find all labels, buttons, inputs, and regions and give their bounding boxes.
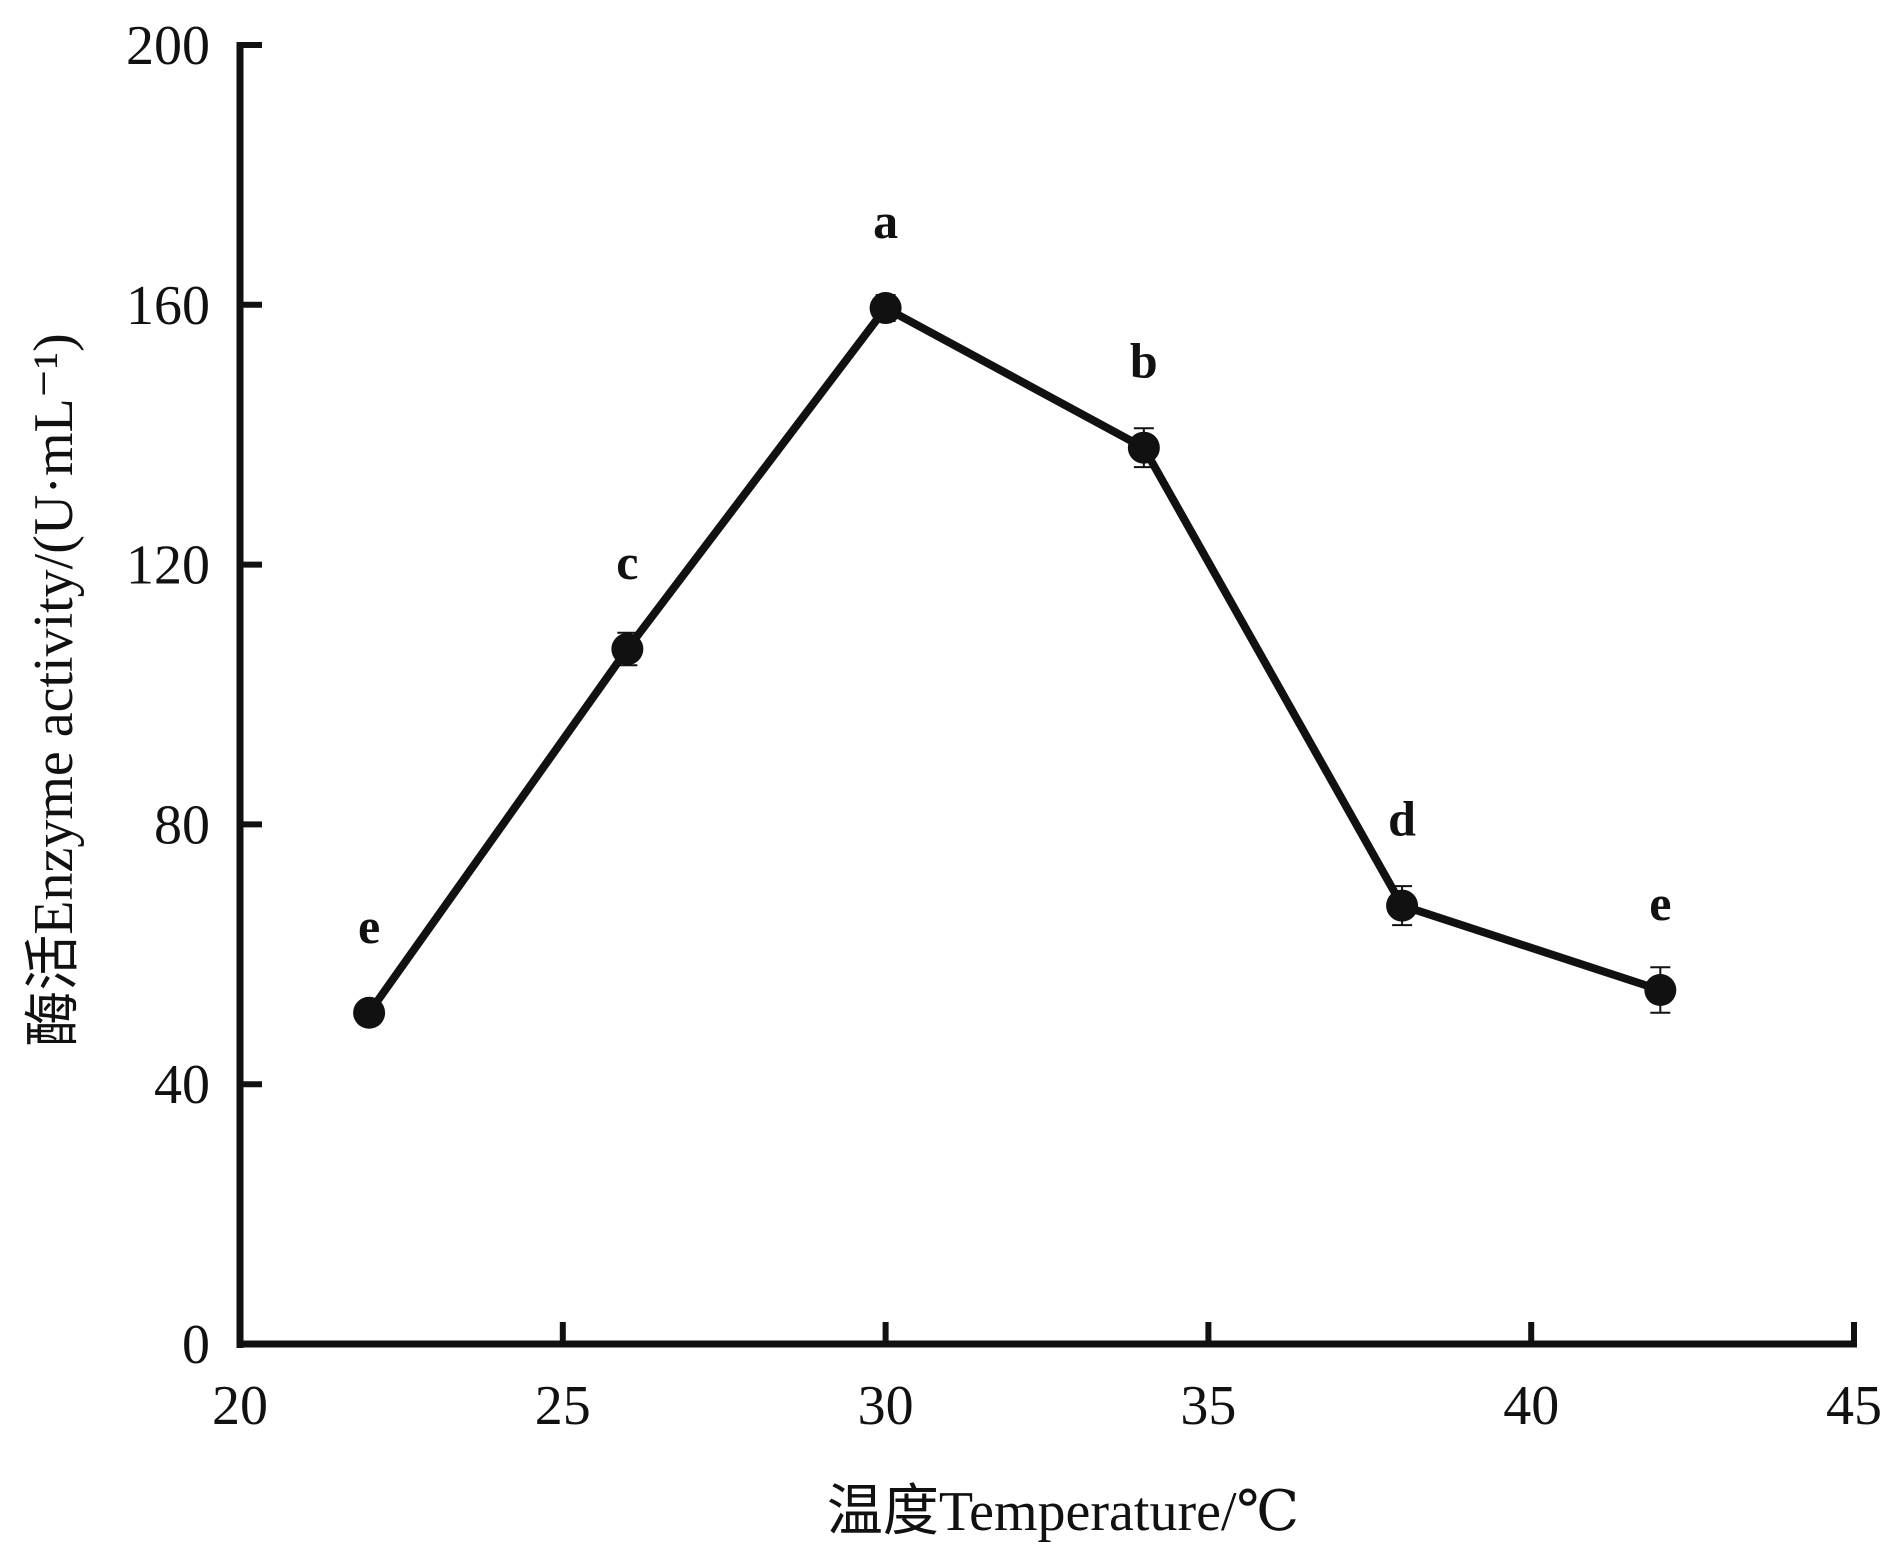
data-point bbox=[1644, 974, 1677, 1007]
data-point bbox=[1127, 431, 1160, 464]
significance-label: a bbox=[873, 193, 898, 249]
axes: 0 40 80 120 160 200 20 25 30 35 40 45 bbox=[126, 15, 1882, 1437]
data-point bbox=[869, 292, 902, 325]
x-tick-label: 25 bbox=[535, 1375, 591, 1437]
x-axis-label: 温度Temperature/℃ bbox=[827, 1481, 1299, 1543]
data-point bbox=[1386, 889, 1419, 922]
y-tick-label: 160 bbox=[126, 275, 210, 337]
x-tick-label: 20 bbox=[212, 1375, 268, 1437]
x-tick-label: 35 bbox=[1180, 1375, 1236, 1437]
significance-label: e bbox=[1649, 875, 1671, 931]
y-tick-label: 80 bbox=[154, 794, 210, 856]
data-marks: e c a b d e bbox=[353, 193, 1677, 1029]
significance-label: c bbox=[616, 534, 638, 590]
y-tick-label: 40 bbox=[154, 1054, 210, 1116]
significance-label: e bbox=[358, 898, 380, 954]
x-tick-label: 40 bbox=[1503, 1375, 1559, 1437]
y-axis-label: 酶活Enzyme activity/(U·mL⁻¹) bbox=[23, 333, 85, 1046]
y-tick-label: 200 bbox=[126, 15, 210, 77]
significance-label: b bbox=[1130, 333, 1158, 389]
data-point bbox=[353, 996, 386, 1029]
y-tick-label: 0 bbox=[182, 1314, 210, 1376]
series-line bbox=[365, 302, 1662, 1016]
x-tick-label: 30 bbox=[858, 1375, 914, 1437]
data-point bbox=[611, 633, 644, 666]
y-tick-label: 120 bbox=[126, 535, 210, 597]
x-tick-label: 45 bbox=[1826, 1375, 1882, 1437]
significance-label: d bbox=[1388, 791, 1416, 847]
